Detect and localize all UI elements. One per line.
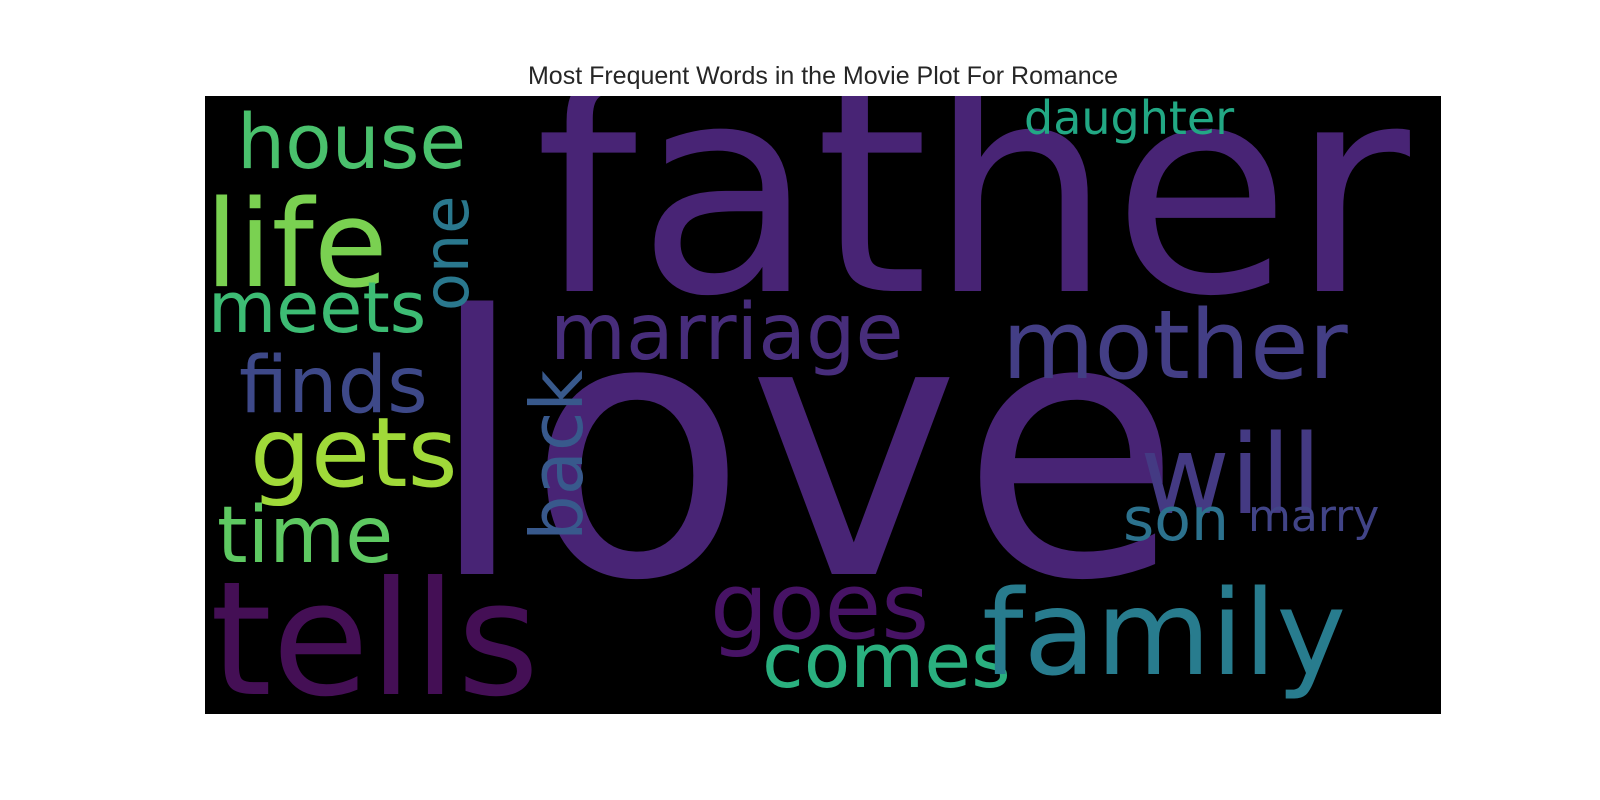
word-house: house [237, 97, 466, 186]
word-comes: comes [762, 616, 1011, 705]
word-meets: meets [208, 267, 426, 349]
word-father: father [535, 96, 1413, 360]
word-mother: mother [1002, 291, 1349, 401]
word-daughter: daughter [1024, 96, 1234, 145]
word-love: love [427, 240, 1182, 659]
word-finds: finds [239, 341, 428, 431]
chart-title: Most Frequent Words in the Movie Plot Fo… [527, 62, 1119, 90]
word-goes: goes [710, 553, 929, 660]
word-marriage: marriage [550, 288, 904, 378]
word-one: one [410, 196, 483, 311]
word-time: time [217, 491, 393, 581]
word-son: son [1123, 485, 1229, 555]
word-gets: gets [250, 397, 458, 509]
word-tells: tells [210, 548, 539, 714]
word-life: life [205, 176, 388, 315]
word-cloud: father love house life one meets daughter marri… [205, 96, 1441, 714]
word-back: back [515, 370, 599, 541]
word-will: will [1140, 411, 1322, 539]
cloud-background [205, 96, 1441, 714]
word-marry: marry [1248, 491, 1379, 542]
word-family: family [982, 564, 1346, 702]
